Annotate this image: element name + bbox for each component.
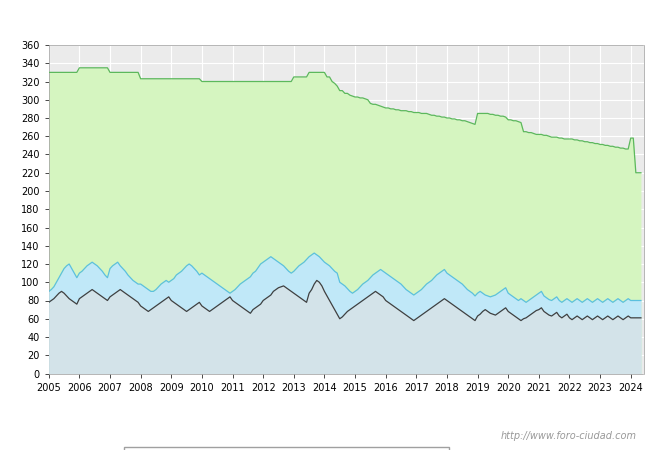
Text: Jarque - Evolucion de la poblacion en edad de Trabajar Mayo de 2024: Jarque - Evolucion de la poblacion en ed… — [84, 13, 566, 27]
Text: http://www.foro-ciudad.com: http://www.foro-ciudad.com — [501, 431, 637, 441]
Legend: Ocupados, Parados, Hab. entre 16-64: Ocupados, Parados, Hab. entre 16-64 — [124, 447, 449, 450]
